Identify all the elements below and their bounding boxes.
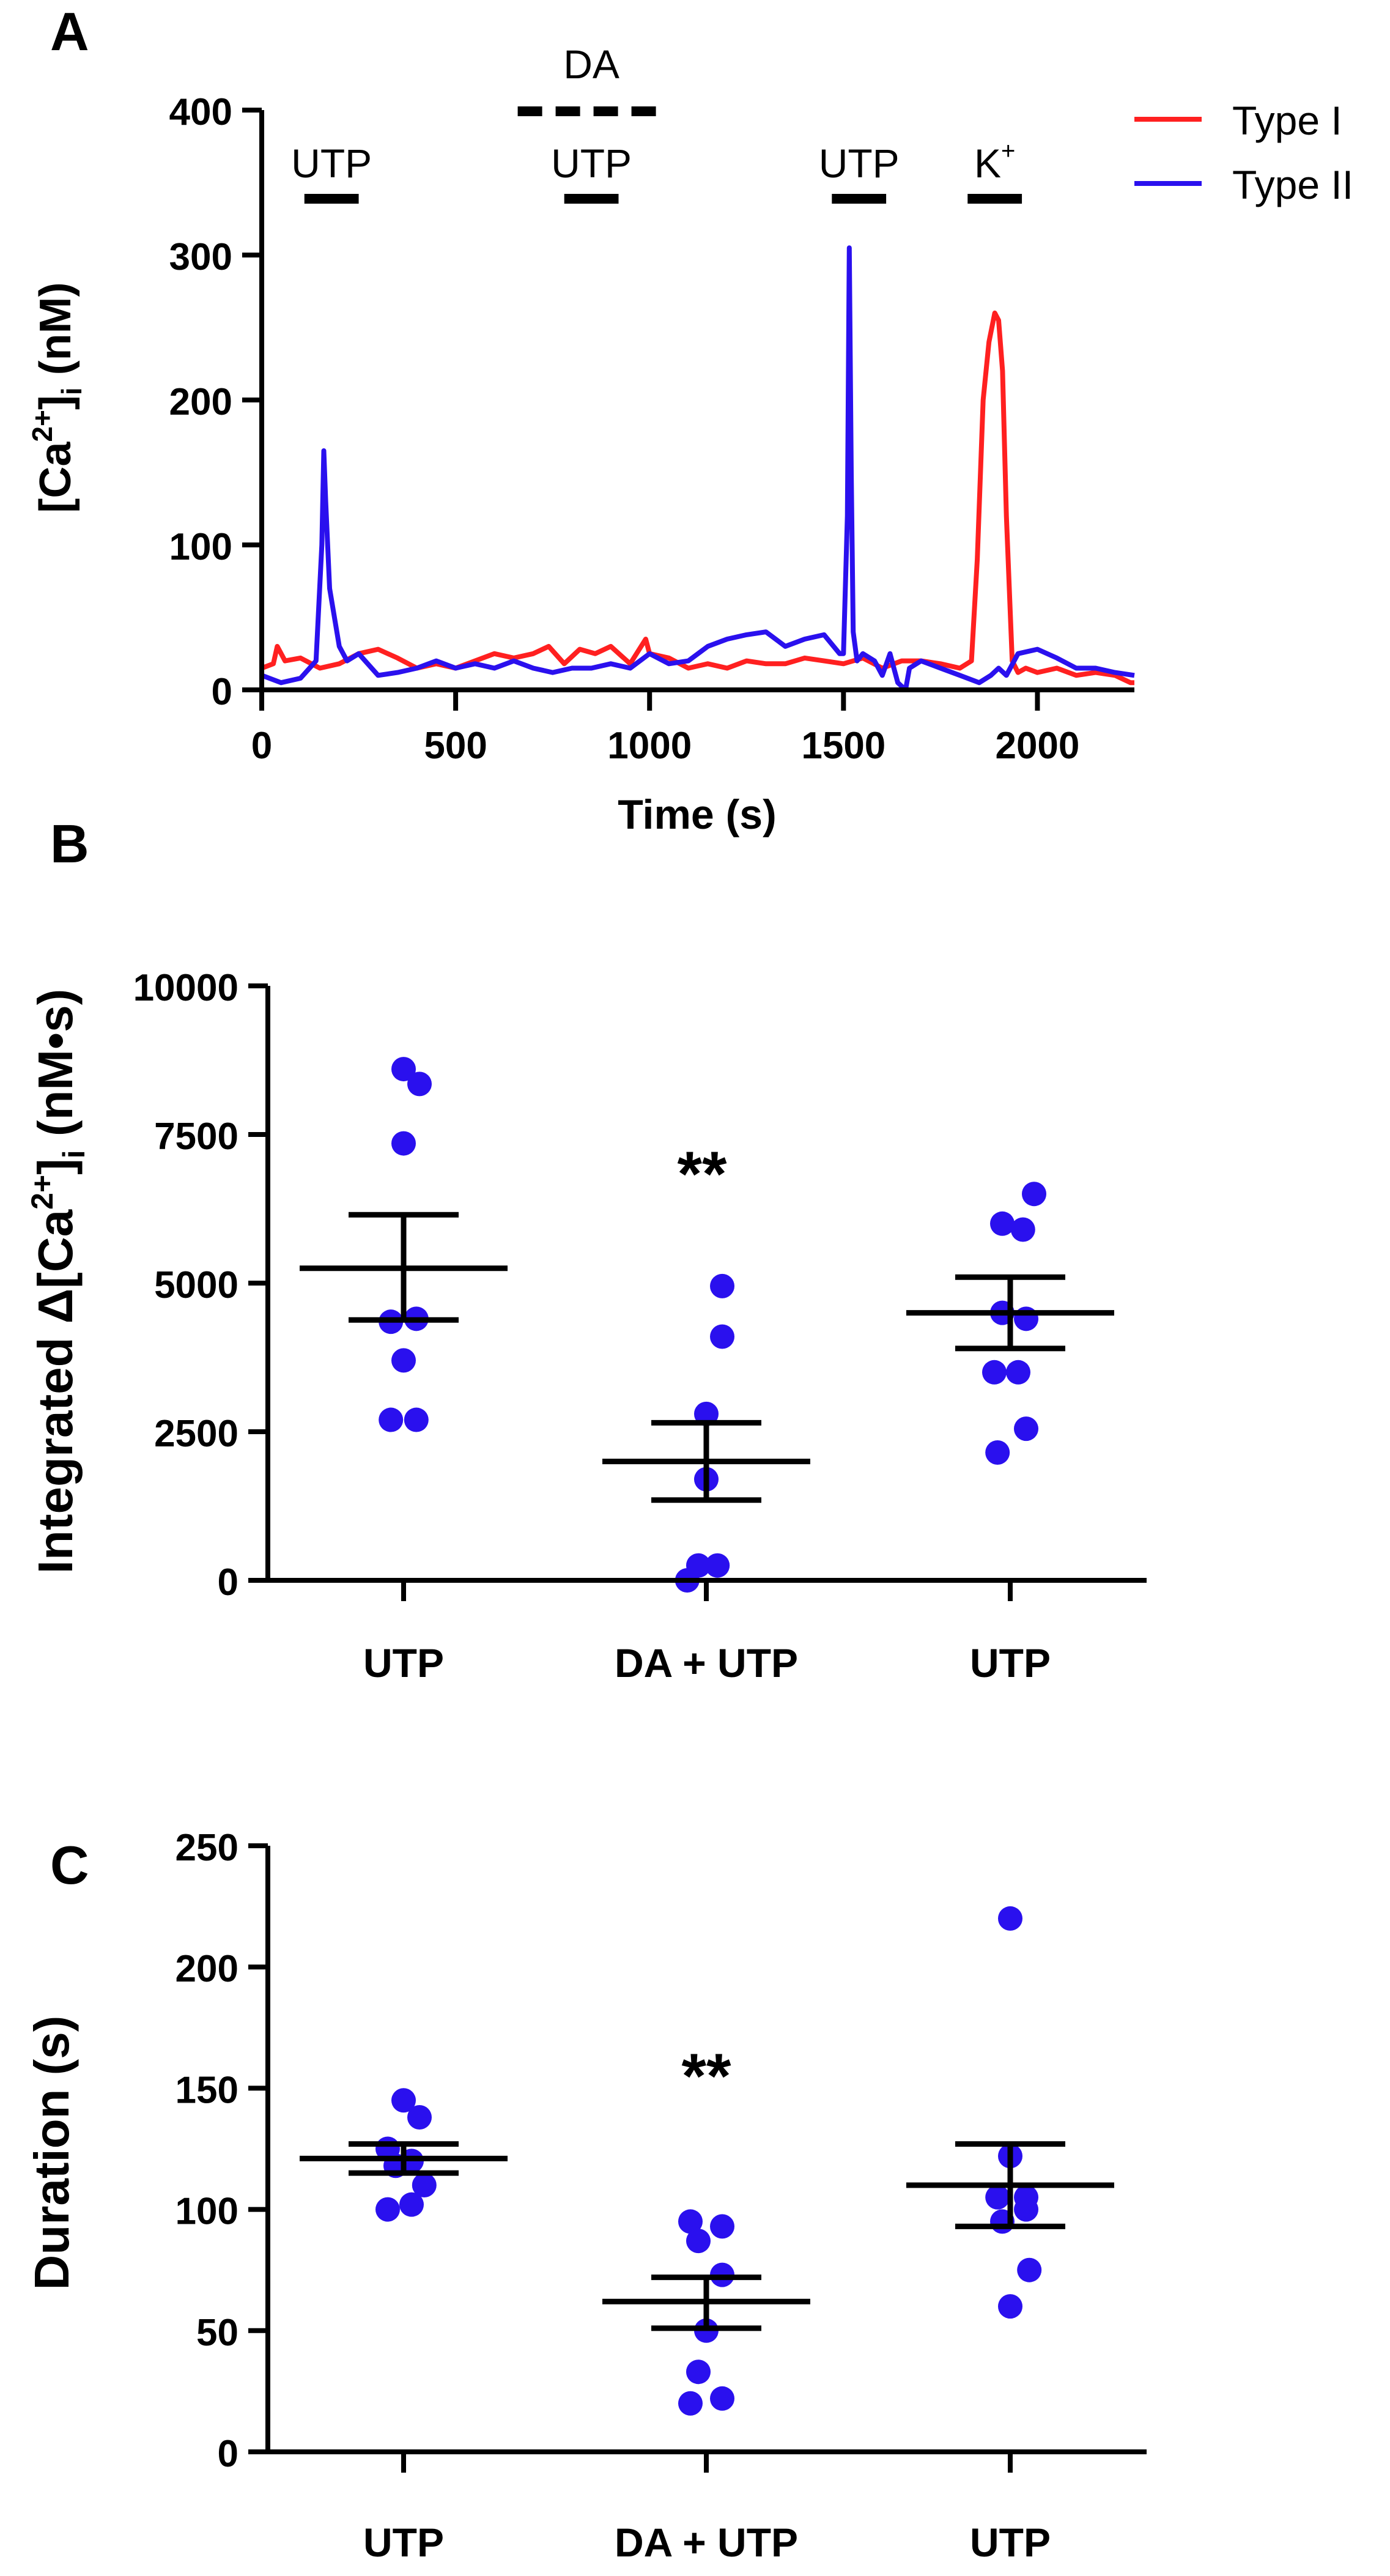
annotation-label: DA [563, 42, 619, 87]
panel-c-y-tick-label: 250 [176, 1827, 238, 1869]
panel-b-data-point [379, 1407, 404, 1432]
panel-c-data-point [678, 2391, 703, 2416]
panel-a-y-tick-label: 100 [169, 526, 232, 568]
panel-b-data-point [710, 1273, 734, 1298]
panel-c-data-point [678, 2209, 703, 2234]
panel-b-data-point [705, 1553, 730, 1578]
panel-b-y-tick-label: 10000 [133, 967, 238, 1009]
panel-c-data-point [412, 2172, 437, 2197]
panel-a-y-tick-label: 200 [169, 381, 232, 423]
panel-c-data-point [1017, 2257, 1042, 2282]
panel-b-data-point [1010, 1217, 1035, 1242]
panel-b-data-point [391, 1348, 416, 1373]
panel-c-data-point [399, 2192, 424, 2217]
panel-a-annotations: DA UTP UTP UTP K+ [291, 42, 1022, 204]
panel-b-data-point [710, 1324, 734, 1349]
panel-b-y-tick-label: 7500 [154, 1116, 238, 1158]
panel-a-y-axis-label: [Ca2+]i (nM) [26, 282, 87, 513]
panel-a-label: A [50, 1, 89, 62]
panel-b-data-point [1022, 1182, 1046, 1207]
panel-b: B 0 2500 5000 7500 10000 UTP DA + UTP UTP ** In… [25, 813, 1147, 1686]
panel-c-data-point [998, 1906, 1022, 1931]
annotation-label: UTP [551, 141, 632, 186]
panel-b-data-point [1006, 1360, 1030, 1385]
panel-c-ticks: 0 50 100 150 200 250 UTP DA + UTP UTP [176, 1827, 1051, 2565]
panel-c-data-point [710, 2386, 734, 2411]
panel-c-category-label: DA + UTP [615, 2520, 798, 2565]
panel-b-y-tick-label: 0 [218, 1561, 238, 1604]
panel-b-data-point [407, 1071, 432, 1097]
panel-c-label: C [50, 1835, 89, 1895]
panel-b-points [379, 1057, 1046, 1593]
panel-a-x-tick-label: 1500 [801, 725, 885, 767]
panel-c-y-tick-label: 50 [196, 2312, 238, 2354]
panel-c-data-point [375, 2197, 400, 2222]
panel-b-stats [300, 1212, 1114, 1503]
panel-b-data-point [982, 1360, 1007, 1385]
trace-type-ii [261, 245, 1135, 692]
panel-c-data-point [391, 2088, 416, 2113]
panel-c-y-tick-label: 150 [176, 2069, 238, 2111]
panel-c-data-point [710, 2214, 734, 2239]
panel-b-significance: ** [678, 1139, 727, 1210]
panel-b-data-point [694, 1401, 719, 1426]
panel-c-data-point [1014, 2197, 1038, 2222]
panel-b-y-tick-label: 5000 [154, 1264, 238, 1306]
panel-b-data-point [391, 1057, 416, 1082]
panel-a-x-tick-label: 0 [251, 725, 272, 767]
panel-b-y-axis-label: Integrated Δ[Ca2+]i (nM•s) [25, 989, 91, 1574]
panel-c-data-point [686, 2229, 711, 2254]
panel-b-label: B [50, 813, 89, 874]
annotation-label: UTP [291, 141, 372, 186]
legend-label-type-ii: Type II [1232, 162, 1353, 207]
panel-a-x-tick-label: 1000 [607, 725, 692, 767]
panel-c-category-label: UTP [970, 2520, 1051, 2565]
panel-a-x-tick-label: 500 [424, 725, 487, 767]
panel-b-data-point [1014, 1416, 1038, 1442]
panel-a-y-tick-label: 300 [169, 236, 232, 278]
panel-a-y-tick-label: 400 [169, 91, 232, 133]
panel-c-y-tick-label: 0 [218, 2433, 238, 2475]
panel-a-y-tick-label: 0 [212, 671, 232, 713]
panel-b-data-point [985, 1440, 1010, 1465]
panel-c-y-axis-label: Duration (s) [24, 2016, 79, 2290]
panel-b-category-label: UTP [363, 1640, 444, 1686]
legend-label-type-i: Type I [1232, 98, 1342, 143]
panel-b-category-label: UTP [970, 1640, 1051, 1686]
panel-b-ticks: 0 2500 5000 7500 10000 UTP DA + UTP UTP [133, 967, 1051, 1686]
annotation-label: K+ [974, 138, 1015, 186]
panel-b-data-point [990, 1211, 1015, 1236]
trace-type-i [261, 310, 1134, 686]
panel-c-category-label: UTP [363, 2520, 444, 2565]
panel-c-data-point [686, 2359, 711, 2385]
panel-a-x-axis-label: Time (s) [618, 791, 776, 838]
panel-c-data-point [985, 2185, 1010, 2210]
panel-a: A 0 100 200 300 400 0 500 1000 1500 2000 DA UTP UTP… [26, 1, 1353, 838]
panel-c-data-point [407, 2104, 432, 2130]
panel-c-y-tick-label: 100 [176, 2191, 238, 2233]
panel-c-significance: ** [682, 2041, 731, 2112]
panel-c-data-point [998, 2294, 1022, 2319]
panel-a-x-tick-label: 2000 [995, 725, 1079, 767]
annotation-label: UTP [819, 141, 900, 186]
panel-a-ticks: 0 100 200 300 400 0 500 1000 1500 2000 [169, 91, 1080, 767]
panel-c-stats [300, 2141, 1114, 2331]
panel-c-y-tick-label: 200 [176, 1948, 238, 1990]
panel-b-category-label: DA + UTP [615, 1640, 798, 1686]
panel-b-y-tick-label: 2500 [154, 1413, 238, 1455]
panel-b-data-point [391, 1131, 416, 1156]
panel-c: C 0 50 100 150 200 250 UTP DA + UTP UTP ** Durat… [24, 1827, 1147, 2565]
panel-a-legend: Type I Type II [1134, 98, 1353, 207]
panel-b-data-point [404, 1407, 429, 1432]
panel-a-traces [261, 245, 1135, 692]
